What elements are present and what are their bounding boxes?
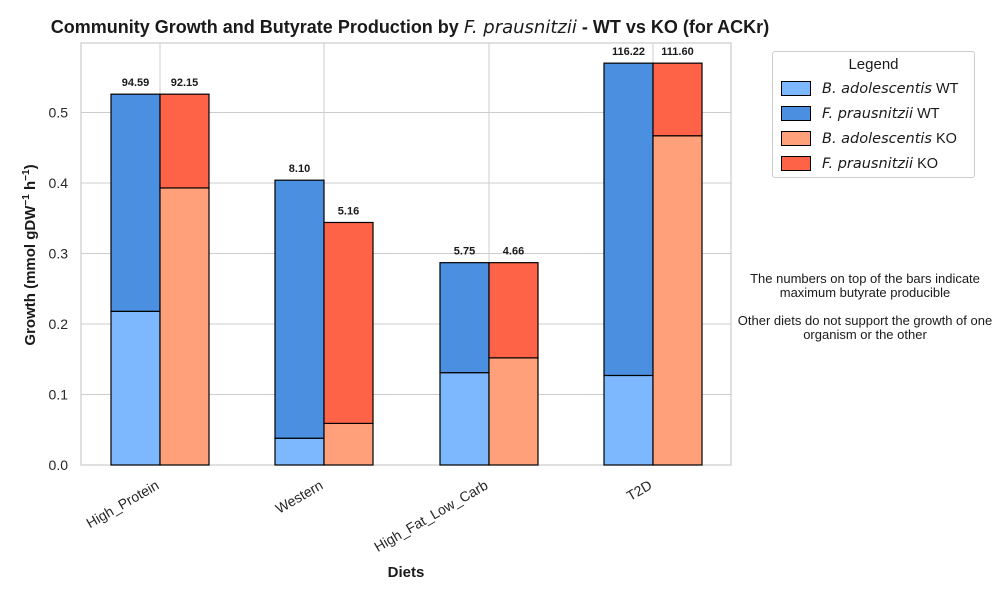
bar-segment xyxy=(323,221,374,425)
bar-value-label: 5.75 xyxy=(454,246,475,258)
y-tick-label: 0.1 xyxy=(49,387,69,403)
legend-organism: B. adolescentis xyxy=(822,80,932,97)
bar-segment xyxy=(274,437,325,466)
chart-title: Community Growth and Butyrate Production… xyxy=(0,17,820,38)
legend-swatch xyxy=(781,131,811,146)
x-tick-label: Western xyxy=(273,477,326,517)
title-organism: F. prausnitzii xyxy=(463,17,577,38)
bar-segment xyxy=(159,187,210,466)
x-tick-label: High_Fat_Low_Carb xyxy=(371,477,490,555)
y-axis-label: Growth (mmol gDW−1 h−1) xyxy=(21,164,39,346)
legend-variant: WT xyxy=(935,80,959,97)
bar-segment xyxy=(439,372,490,466)
bar-value-label: 111.60 xyxy=(661,46,693,58)
bar-value-label: 8.10 xyxy=(289,163,310,175)
bar-segment xyxy=(274,179,325,439)
bar-value-label: 92.15 xyxy=(171,77,199,89)
legend-organism: B. adolescentis xyxy=(822,130,932,147)
x-tick-label: High_Protein xyxy=(83,477,161,531)
bar-segment xyxy=(603,374,654,466)
bar-segment xyxy=(110,93,161,312)
bar-value-label: 94.59 xyxy=(122,77,150,89)
legend-swatch xyxy=(781,156,811,171)
legend-item: B. adolescentis WT xyxy=(773,76,974,101)
legend-swatch xyxy=(781,106,811,121)
bar-segment xyxy=(439,262,490,374)
y-tick-label: 0.4 xyxy=(49,175,69,191)
bar-segment xyxy=(652,62,703,137)
bar-segment xyxy=(652,135,703,466)
bar-value-label: 5.16 xyxy=(338,205,359,217)
bar-segment xyxy=(159,93,210,189)
legend-swatch xyxy=(781,81,811,96)
legend-item: F. prausnitzii WT xyxy=(773,101,974,126)
legend-organism: F. prausnitzii xyxy=(822,155,914,172)
legend: Legend B. adolescentis WT F. prausnitzii W… xyxy=(772,51,975,178)
annotation-note-1: The numbers on top of the bars indicate … xyxy=(750,271,980,300)
bar-value-label: 116.22 xyxy=(612,46,645,58)
bar-segment xyxy=(488,262,539,359)
bar-segment xyxy=(603,62,654,377)
legend-item: F. prausnitzii KO xyxy=(773,151,974,176)
x-tick-label: T2D xyxy=(624,477,655,504)
bar-value-label: 4.66 xyxy=(503,246,524,258)
legend-variant: KO xyxy=(935,130,957,147)
legend-organism: F. prausnitzii xyxy=(822,105,914,122)
bar-segment xyxy=(110,310,161,466)
y-tick-label: 0.0 xyxy=(49,457,69,473)
legend-variant: WT xyxy=(917,105,940,122)
y-tick-label: 0.5 xyxy=(49,105,69,121)
y-tick-label: 0.2 xyxy=(49,316,69,332)
title-text-end: - WT vs KO (for ACKr) xyxy=(576,17,770,37)
legend-title: Legend xyxy=(848,56,899,73)
legend-variant: KO xyxy=(917,155,939,172)
y-tick-label: 0.3 xyxy=(49,246,69,262)
legend-item: B. adolescentis KO xyxy=(773,126,974,151)
annotation-note-2: Other diets do not support the growth of… xyxy=(737,313,993,342)
title-text-start: Community Growth and Butyrate Production… xyxy=(50,17,464,37)
bar-segment xyxy=(488,357,539,466)
x-axis-label: Diets xyxy=(387,564,425,581)
bar-segment xyxy=(323,422,374,466)
